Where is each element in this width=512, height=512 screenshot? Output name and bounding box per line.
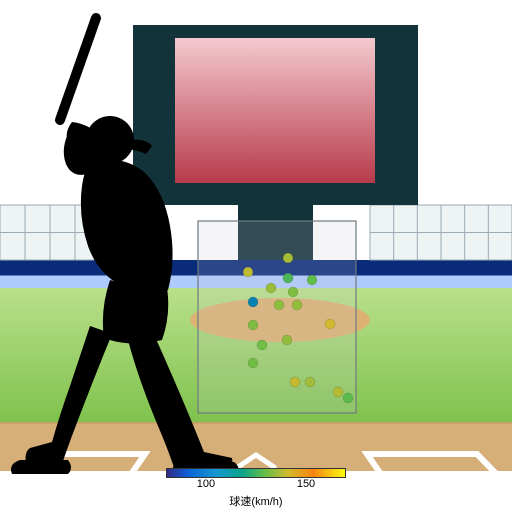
- pitch-point: [333, 387, 343, 397]
- pitch-point: [288, 287, 298, 297]
- pitch-point: [283, 273, 293, 283]
- legend-label: 球速(km/h): [166, 493, 346, 509]
- pitch-point: [307, 275, 317, 285]
- pitch-point: [266, 283, 276, 293]
- legend-tick: 100: [197, 478, 215, 490]
- speed-legend: 100 150 球速(km/h): [166, 468, 346, 509]
- pitch-point: [305, 377, 315, 387]
- legend-gradient-bar: [166, 468, 346, 478]
- pitch-point: [290, 377, 300, 387]
- scene-svg: [0, 0, 512, 512]
- pitch-point: [343, 393, 353, 403]
- pitch-point: [257, 340, 267, 350]
- pitch-point: [325, 319, 335, 329]
- pitch-point: [282, 335, 292, 345]
- pitch-location-chart: 100 150 球速(km/h): [0, 0, 512, 512]
- legend-ticks: 100 150: [166, 478, 346, 492]
- pitch-point: [283, 253, 293, 263]
- legend-tick: 150: [297, 478, 315, 490]
- pitch-point: [292, 300, 302, 310]
- pitch-point: [248, 358, 258, 368]
- pitch-point: [248, 297, 258, 307]
- pitch-point: [248, 320, 258, 330]
- pitch-point: [274, 300, 284, 310]
- pitch-point: [243, 267, 253, 277]
